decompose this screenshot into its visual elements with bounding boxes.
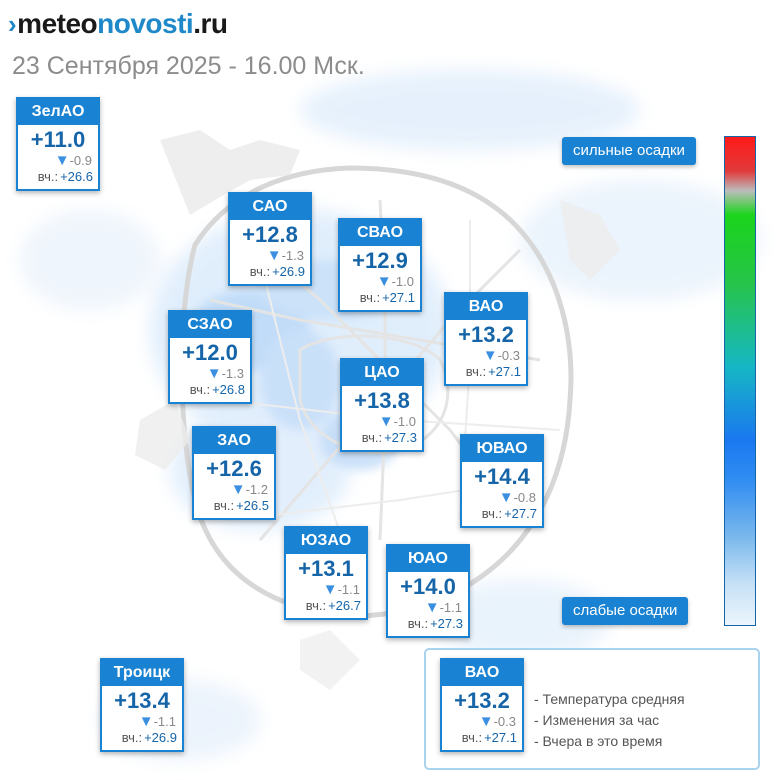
hourly-change: ▼-1.1 <box>424 599 462 616</box>
yesterday-temperature: вч.: +26.5 <box>213 498 269 513</box>
district-card-troitsk[interactable]: Троицк +13.4 ▼-1.1 вч.: +26.9 <box>100 658 184 752</box>
district-name: ЮАО <box>388 546 468 572</box>
district-card-zelao[interactable]: ЗелАО +11.0 ▼-0.9 вч.: +26.6 <box>16 97 100 191</box>
down-triangle-icon: ▼ <box>498 489 514 506</box>
legend-text-hourly-change: - Изменения за час <box>534 712 660 728</box>
down-triangle-icon: ▼ <box>482 347 498 364</box>
temperature-average: +12.9 <box>352 248 408 273</box>
hourly-change: ▼-0.9 <box>54 152 92 169</box>
hourly-change: ▼-1.0 <box>378 413 416 430</box>
legend-sample-card: ВАО +13.2 ▼-0.3 вч.: +27.1 <box>440 658 524 752</box>
district-name: ЦАО <box>342 360 422 386</box>
temperature-average: +13.4 <box>114 688 170 713</box>
down-triangle-icon: ▼ <box>138 713 154 730</box>
hourly-change: ▼-1.1 <box>138 713 176 730</box>
heavy-precipitation-label: сильные осадки <box>562 137 696 165</box>
temperature-average: +11.0 <box>30 127 86 152</box>
district-name: ВАО <box>442 660 522 686</box>
hourly-change: ▼-1.3 <box>206 365 244 382</box>
district-name: ЮВАО <box>462 436 542 462</box>
down-triangle-icon: ▼ <box>478 713 494 730</box>
yesterday-temperature: вч.: +27.1 <box>465 364 521 379</box>
district-name: ВАО <box>446 294 526 320</box>
district-name: ЮЗАО <box>286 528 366 554</box>
temperature-average: +13.8 <box>354 388 410 413</box>
hourly-change: ▼-1.1 <box>322 581 360 598</box>
down-triangle-icon: ▼ <box>376 273 392 290</box>
temperature-average: +12.6 <box>206 456 262 481</box>
temperature-average: +12.0 <box>182 340 238 365</box>
yesterday-temperature: вч.: +26.6 <box>37 169 93 184</box>
district-card-zao[interactable]: ЗАО +12.6 ▼-1.2 вч.: +26.5 <box>192 426 276 520</box>
yesterday-temperature: вч.: +27.3 <box>361 430 417 445</box>
hourly-change: ▼-0.3 <box>478 713 516 730</box>
district-card-szao[interactable]: СЗАО +12.0 ▼-1.3 вч.: +26.8 <box>168 310 252 404</box>
down-triangle-icon: ▼ <box>230 481 246 498</box>
hourly-change: ▼-0.8 <box>498 489 536 506</box>
yesterday-temperature: вч.: +27.1 <box>359 290 415 305</box>
legend-text-yesterday: - Вчера в это время <box>534 733 663 749</box>
precipitation-scale-bar <box>724 136 756 626</box>
temperature-average: +13.1 <box>298 556 354 581</box>
temperature-average: +14.0 <box>400 574 456 599</box>
site-logo[interactable]: ›meteonovosti.ru <box>8 8 228 39</box>
yesterday-temperature: вч.: +26.9 <box>121 730 177 745</box>
temperature-average: +14.4 <box>474 464 530 489</box>
yesterday-temperature: вч.: +26.7 <box>305 598 361 613</box>
down-triangle-icon: ▼ <box>206 365 222 382</box>
temperature-average: +12.8 <box>242 222 298 247</box>
district-card-yuvao[interactable]: ЮВАО +14.4 ▼-0.8 вч.: +27.7 <box>460 434 544 528</box>
district-name: Троицк <box>102 660 182 686</box>
yesterday-temperature: вч.: +26.8 <box>189 382 245 397</box>
district-name: ЗелАО <box>18 99 98 125</box>
legend-text-average: - Температура средняя <box>534 691 685 707</box>
temperature-average: +13.2 <box>454 688 510 713</box>
down-triangle-icon: ▼ <box>266 247 282 264</box>
district-card-svao[interactable]: СВАО +12.9 ▼-1.0 вч.: +27.1 <box>338 218 422 312</box>
temperature-average: +13.2 <box>458 322 514 347</box>
down-triangle-icon: ▼ <box>378 413 394 430</box>
down-triangle-icon: ▼ <box>54 152 70 169</box>
district-name: СЗАО <box>170 312 250 338</box>
district-name: ЗАО <box>194 428 274 454</box>
hourly-change: ▼-1.0 <box>376 273 414 290</box>
hourly-change: ▼-1.3 <box>266 247 304 264</box>
yesterday-temperature: вч.: +27.3 <box>407 616 463 631</box>
district-card-vao[interactable]: ВАО +13.2 ▼-0.3 вч.: +27.1 <box>444 292 528 386</box>
district-card-yuao[interactable]: ЮАО +14.0 ▼-1.1 вч.: +27.3 <box>386 544 470 638</box>
yesterday-temperature: вч.: +27.1 <box>461 730 517 745</box>
down-triangle-icon: ▼ <box>424 599 440 616</box>
district-name: САО <box>230 194 310 220</box>
down-triangle-icon: ▼ <box>322 581 338 598</box>
light-precipitation-label: слабые осадки <box>562 597 689 625</box>
district-card-yuzao[interactable]: ЮЗАО +13.1 ▼-1.1 вч.: +26.7 <box>284 526 368 620</box>
district-card-tsao[interactable]: ЦАО +13.8 ▼-1.0 вч.: +27.3 <box>340 358 424 452</box>
district-name: СВАО <box>340 220 420 246</box>
logo-mark-icon: › <box>8 9 17 39</box>
datetime-caption: 23 Сентября 2025 - 16.00 Мск. <box>12 52 365 80</box>
yesterday-temperature: вч.: +27.7 <box>481 506 537 521</box>
hourly-change: ▼-0.3 <box>482 347 520 364</box>
yesterday-temperature: вч.: +26.9 <box>249 264 305 279</box>
district-card-sao[interactable]: САО +12.8 ▼-1.3 вч.: +26.9 <box>228 192 312 286</box>
hourly-change: ▼-1.2 <box>230 481 268 498</box>
